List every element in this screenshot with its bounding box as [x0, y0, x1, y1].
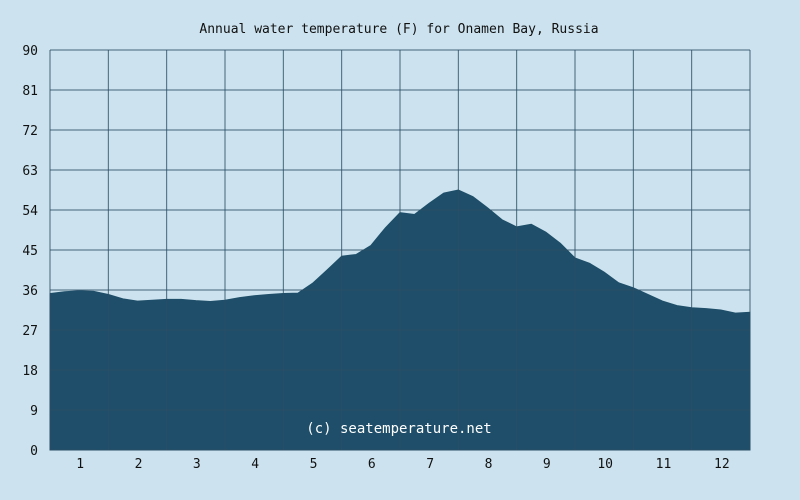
y-tick-label-63: 63	[22, 164, 38, 179]
y-tick-label-27: 27	[22, 324, 38, 339]
x-tick-label-2: 2	[135, 457, 143, 472]
x-tick-label-6: 6	[368, 457, 376, 472]
y-tick-label-18: 18	[22, 364, 38, 379]
x-tick-label-12: 12	[714, 457, 730, 472]
x-tick-label-5: 5	[310, 457, 318, 472]
x-tick-label-3: 3	[193, 457, 201, 472]
y-tick-label-90: 90	[22, 44, 38, 59]
y-tick-label-72: 72	[22, 124, 38, 139]
y-tick-label-0: 0	[30, 444, 38, 459]
y-tick-label-54: 54	[22, 204, 38, 219]
x-tick-label-11: 11	[656, 457, 672, 472]
x-tick-label-4: 4	[251, 457, 259, 472]
x-tick-label-7: 7	[426, 457, 434, 472]
chart-title: Annual water temperature (F) for Onamen …	[199, 22, 598, 37]
x-tick-label-1: 1	[76, 457, 84, 472]
y-tick-label-81: 81	[22, 84, 38, 99]
y-tick-label-9: 9	[30, 404, 38, 419]
y-tick-label-36: 36	[22, 284, 38, 299]
watermark-text: (c) seatemperature.net	[306, 421, 491, 437]
x-tick-label-8: 8	[485, 457, 493, 472]
x-tick-label-9: 9	[543, 457, 551, 472]
x-tick-label-10: 10	[597, 457, 613, 472]
y-tick-label-45: 45	[22, 244, 38, 259]
